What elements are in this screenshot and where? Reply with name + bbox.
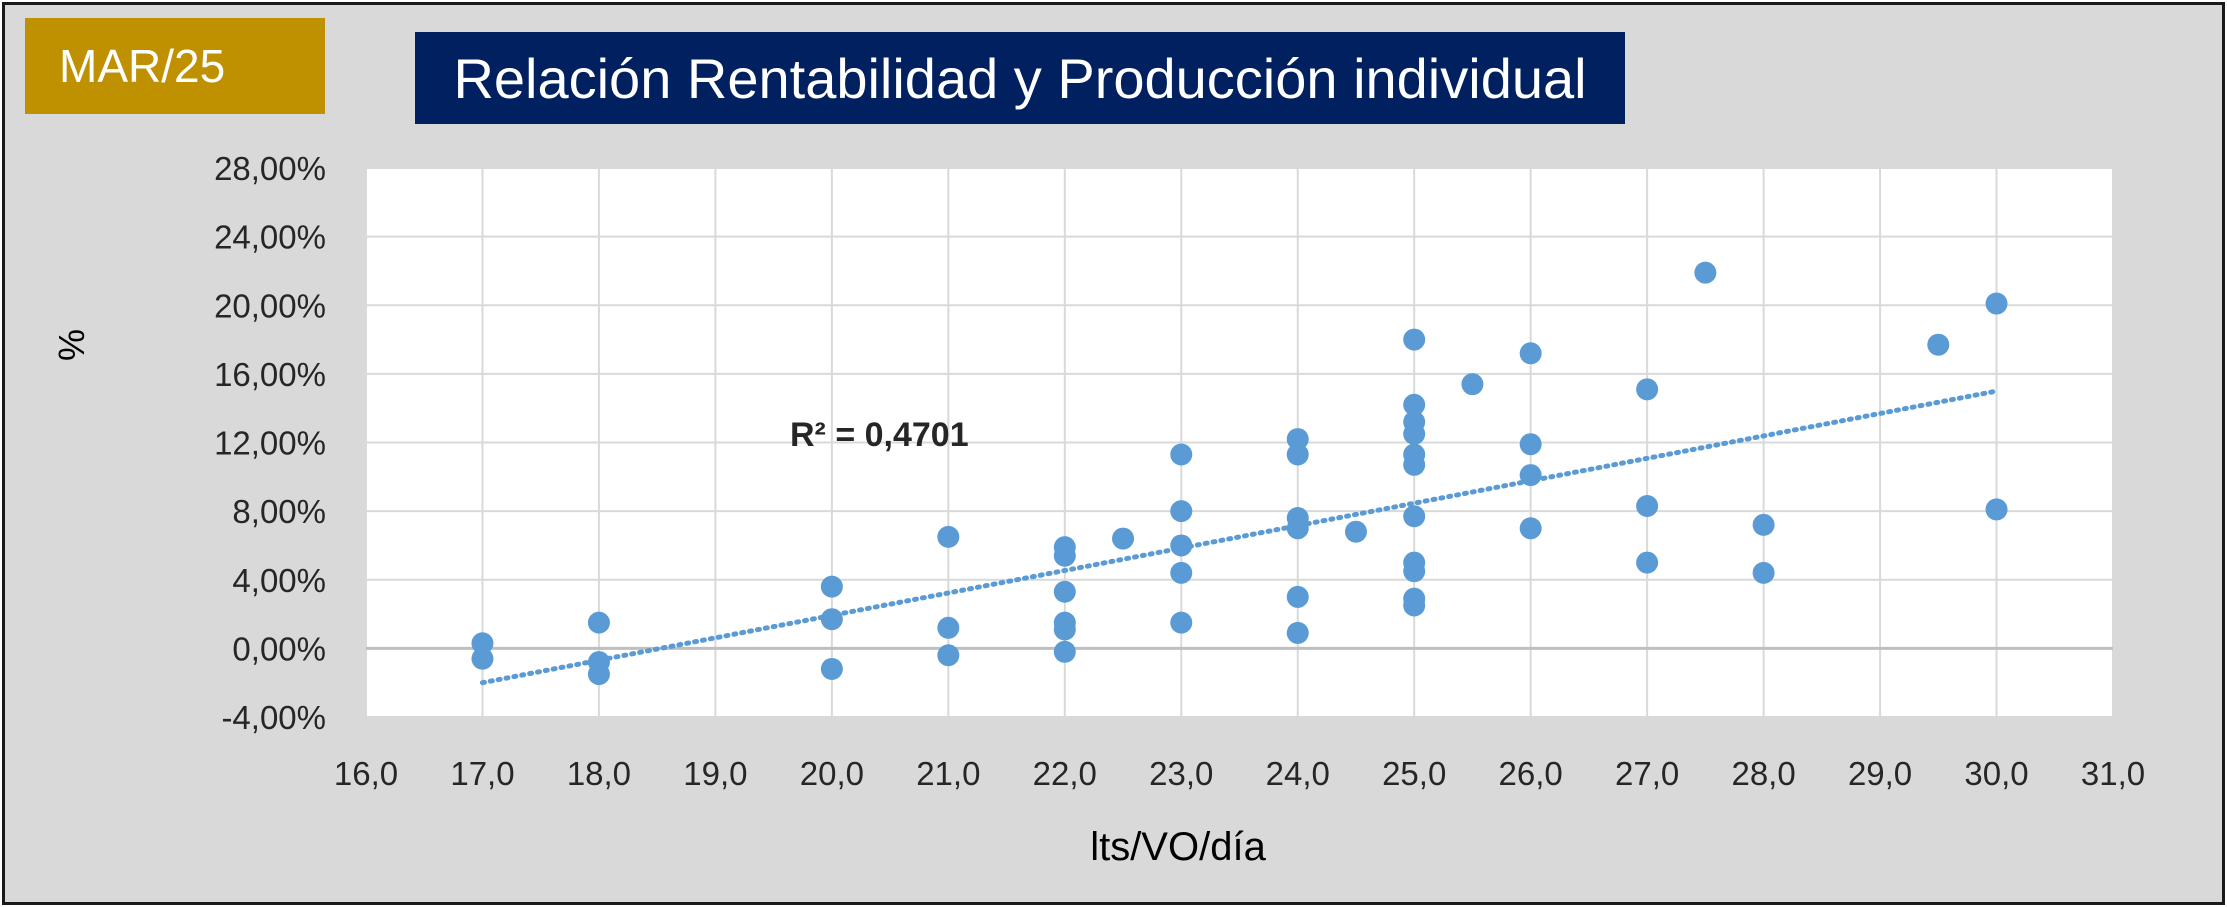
data-point: [1519, 342, 1542, 365]
data-point: [1519, 464, 1542, 487]
data-point: [1286, 428, 1309, 451]
data-point: [1519, 433, 1542, 456]
x-tick-label: 18,0: [567, 755, 631, 792]
data-point: [820, 608, 843, 631]
y-tick-label: 28,00%: [214, 150, 326, 187]
data-point: [1403, 560, 1426, 583]
trendline: [479, 388, 2000, 686]
data-point: [1752, 561, 1775, 584]
data-point: [820, 575, 843, 598]
y-tick-label: 16,00%: [214, 356, 326, 393]
data-point: [1053, 544, 1076, 567]
x-tick-label: 21,0: [916, 755, 980, 792]
data-point: [1053, 618, 1076, 641]
period-badge-label: MAR/25: [59, 40, 226, 92]
x-tick-label: 22,0: [1033, 755, 1097, 792]
data-point: [820, 657, 843, 680]
data-point: [1344, 520, 1367, 543]
x-tick-label: 19,0: [683, 755, 747, 792]
data-point: [471, 632, 494, 655]
x-axis-label: lts/VO/día: [1090, 825, 1266, 869]
data-point: [1286, 585, 1309, 608]
data-point: [1403, 393, 1426, 416]
data-point: [1403, 453, 1426, 476]
data-point: [937, 525, 960, 548]
x-tick-label: 25,0: [1382, 755, 1446, 792]
x-tick-label: 31,0: [2081, 755, 2145, 792]
data-point: [1112, 527, 1135, 550]
x-tick-label: 26,0: [1499, 755, 1563, 792]
x-tick-label: 20,0: [800, 755, 864, 792]
y-tick-label: -4,00%: [221, 699, 326, 736]
x-tick-label: 17,0: [450, 755, 514, 792]
data-point: [1927, 333, 1950, 356]
data-point: [587, 611, 610, 634]
y-tick-label: 24,00%: [214, 219, 326, 256]
y-tick-label: 20,00%: [214, 287, 326, 324]
data-point: [1170, 500, 1193, 523]
data-point: [471, 647, 494, 670]
data-points: [471, 261, 2008, 686]
y-tick-label: 12,00%: [214, 425, 326, 462]
data-point: [1752, 513, 1775, 536]
data-point: [937, 616, 960, 639]
chart-title: Relación Rentabilidad y Producción indiv…: [415, 32, 1625, 124]
data-point: [1286, 621, 1309, 644]
x-tick-label: 29,0: [1848, 755, 1912, 792]
x-tick-label: 16,0: [334, 755, 398, 792]
data-point: [1694, 261, 1717, 284]
data-point: [1985, 498, 2008, 521]
data-point: [1636, 378, 1659, 401]
trendline-path: [479, 388, 2000, 686]
y-axis-tick-labels: -4,00% 0,00% 4,00% 8,00% 12,00% 16,00% 20,00% 2…: [214, 150, 326, 736]
x-tick-label: 23,0: [1149, 755, 1213, 792]
data-point: [587, 663, 610, 686]
data-point: [1519, 517, 1542, 540]
y-tick-label: 0,00%: [232, 630, 326, 667]
data-point: [1636, 494, 1659, 517]
x-axis-tick-labels: 16,0 17,0 18,0 19,0 20,0 21,0 22,0 23,0 24,0 25,0…: [334, 755, 2145, 792]
chart-title-text: Relación Rentabilidad y Producción indiv…: [453, 46, 1587, 110]
data-point: [1286, 517, 1309, 540]
x-tick-label: 30,0: [1964, 755, 2028, 792]
data-point: [1286, 443, 1309, 466]
y-axis-label: %: [51, 329, 92, 361]
data-point: [937, 644, 960, 667]
data-point: [1403, 594, 1426, 617]
data-point: [1985, 292, 2008, 315]
data-point: [1170, 534, 1193, 557]
x-tick-label: 24,0: [1266, 755, 1330, 792]
data-point: [1053, 640, 1076, 663]
data-point: [1403, 328, 1426, 351]
y-tick-label: 8,00%: [232, 493, 326, 530]
y-tick-label: 4,00%: [232, 562, 326, 599]
r-squared-annotation: R² = 0,4701: [790, 416, 969, 454]
data-point: [1403, 505, 1426, 528]
data-point: [1461, 373, 1484, 396]
data-point: [1403, 422, 1426, 445]
data-point: [1170, 443, 1193, 466]
data-point: [1170, 561, 1193, 584]
data-point: [1053, 580, 1076, 603]
data-point: [1170, 611, 1193, 634]
x-tick-label: 28,0: [1731, 755, 1795, 792]
x-tick-label: 27,0: [1615, 755, 1679, 792]
period-badge: MAR/25: [25, 18, 325, 114]
data-point: [1636, 551, 1659, 574]
